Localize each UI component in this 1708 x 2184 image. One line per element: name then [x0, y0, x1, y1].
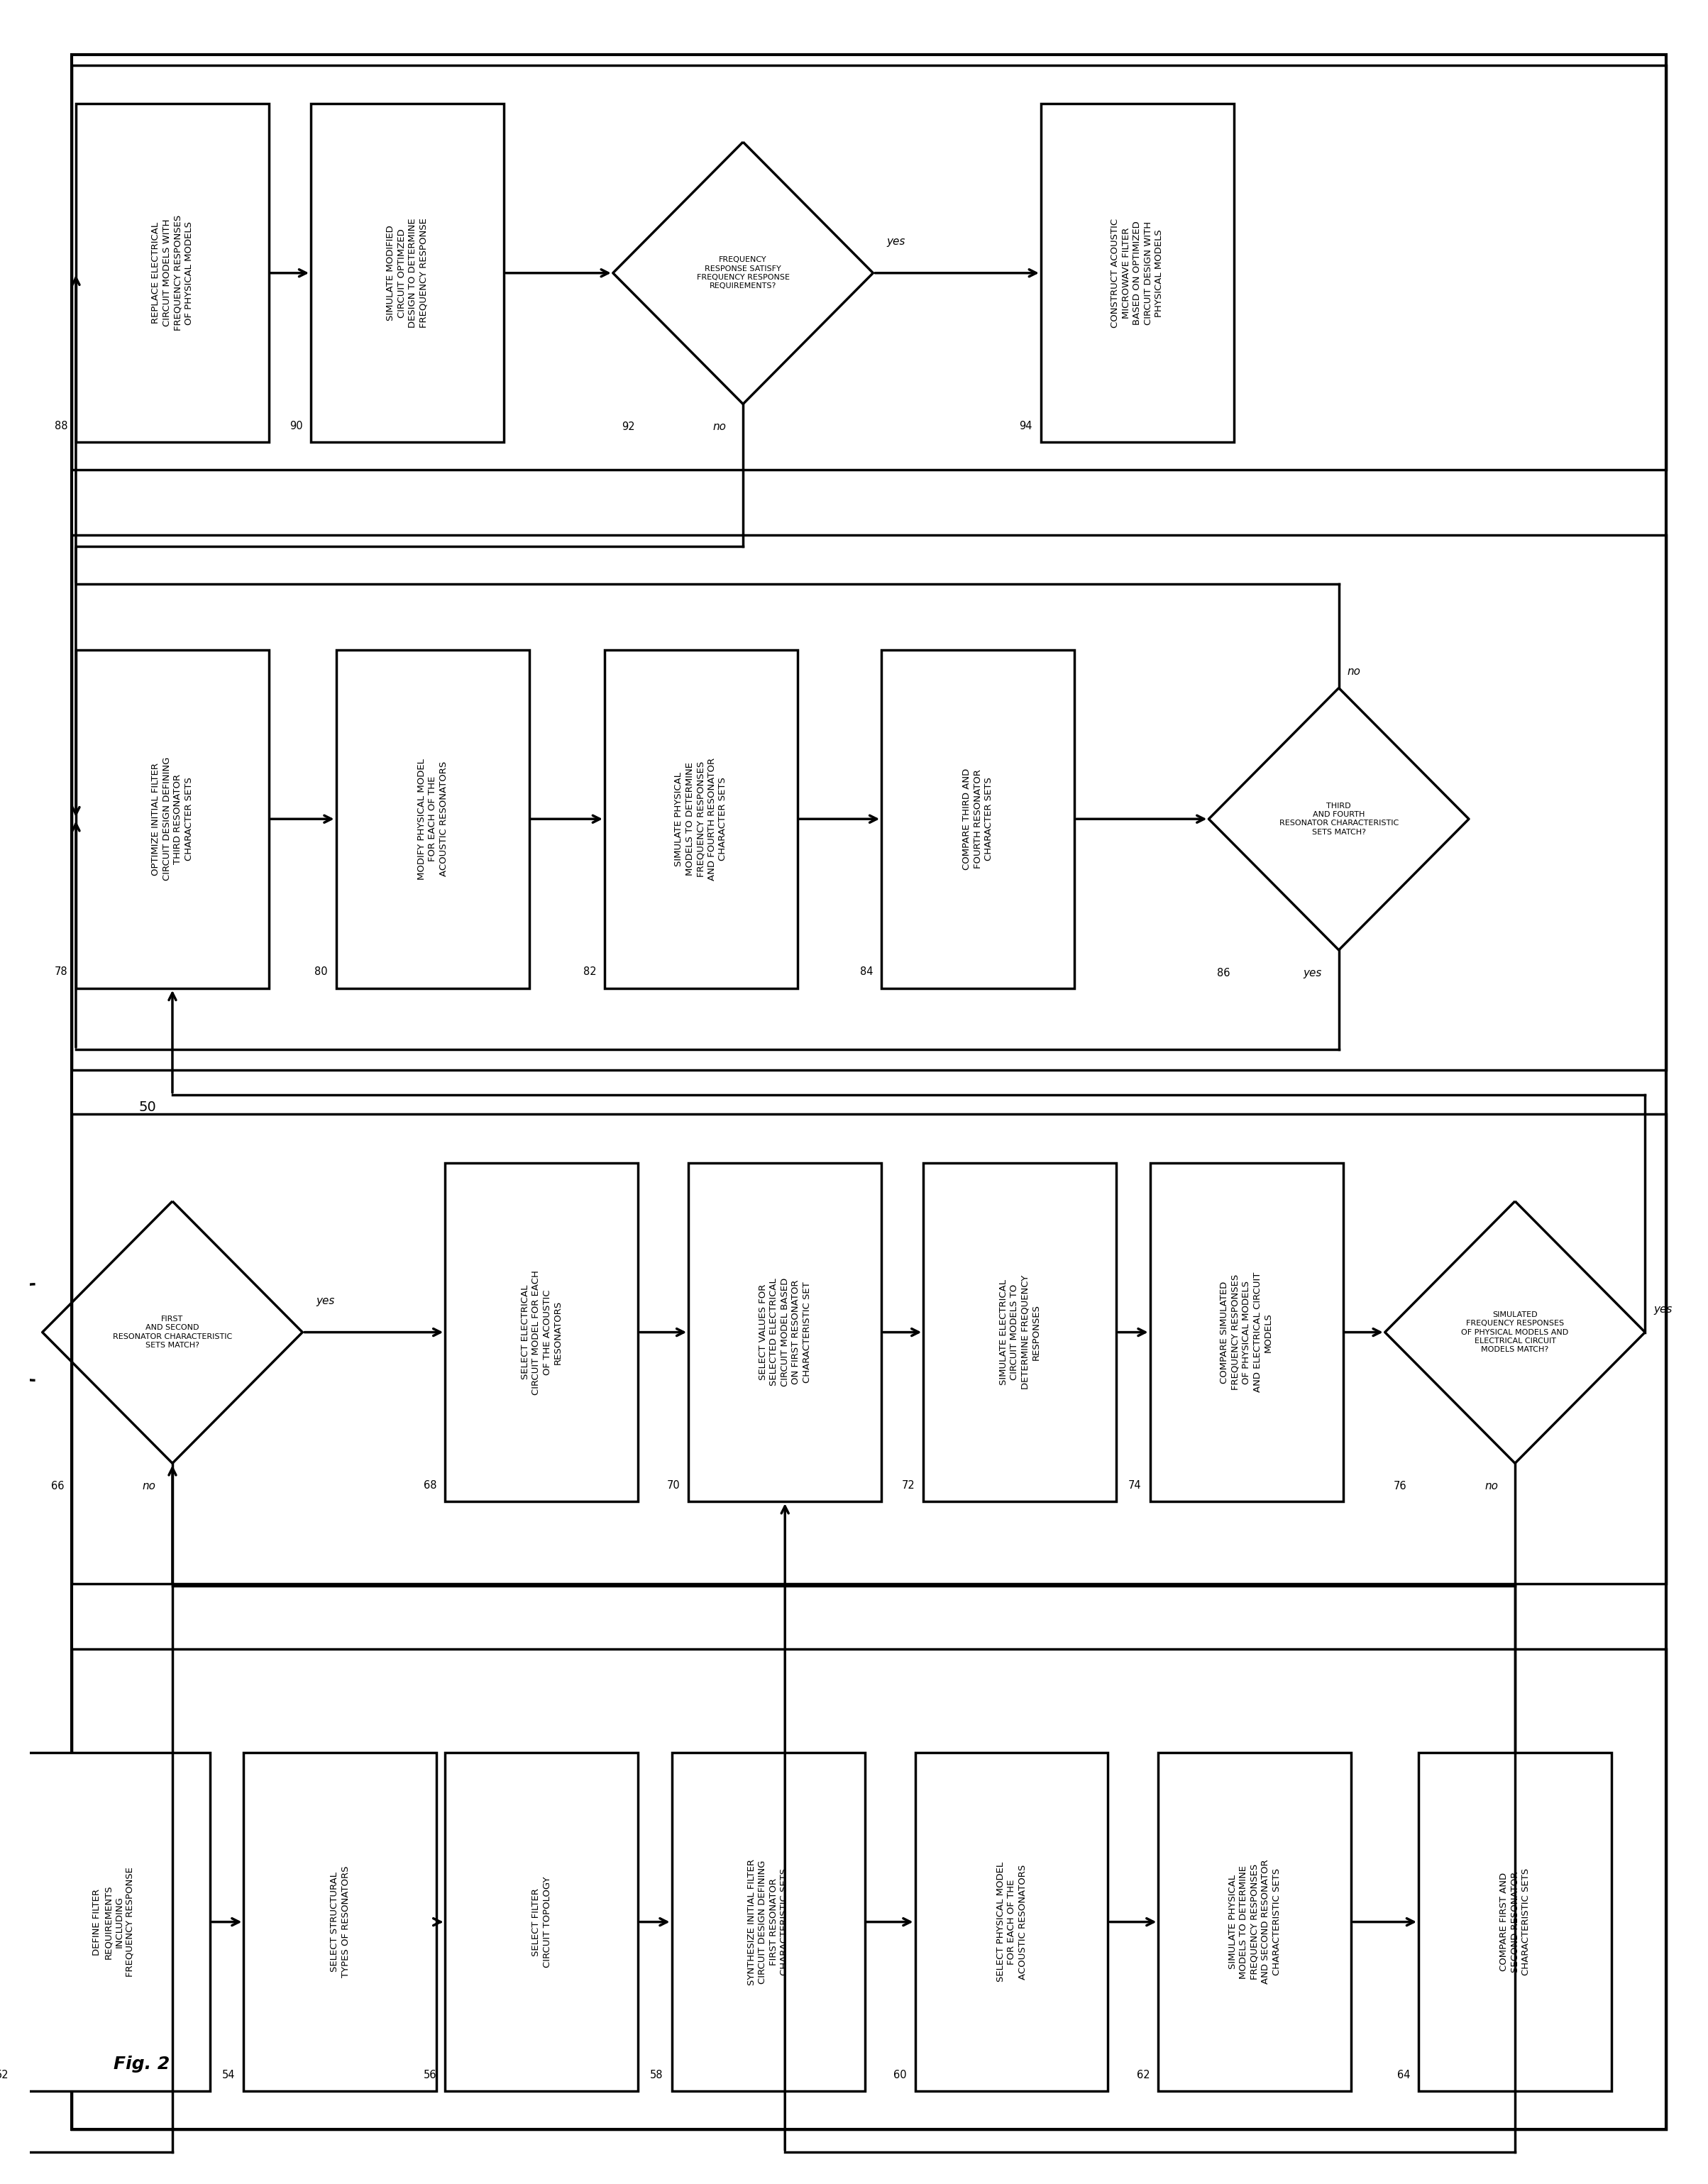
Text: SELECT VALUES FOR
SELECTED ELECTRICAL
CIRCUIT MODEL BASED
ON FIRST RESONATOR
CHA: SELECT VALUES FOR SELECTED ELECTRICAL CI…: [758, 1278, 811, 1387]
Bar: [311, 103, 504, 441]
Bar: [72, 1649, 1665, 2129]
Text: 64: 64: [1397, 2070, 1411, 2079]
Text: no: no: [1484, 1481, 1498, 1492]
Bar: [605, 651, 798, 987]
Text: yes: yes: [1653, 1304, 1672, 1315]
Text: 86: 86: [1218, 968, 1230, 978]
Text: MODIFY PHYSICAL MODEL
FOR EACH OF THE
ACOUSTIC RESONATORS: MODIFY PHYSICAL MODEL FOR EACH OF THE AC…: [417, 758, 447, 880]
Bar: [17, 1752, 210, 2092]
Text: yes: yes: [886, 236, 905, 247]
Text: FREQUENCY
RESPONSE SATISFY
FREQUENCY RESPONSE
REQUIREMENTS?: FREQUENCY RESPONSE SATISFY FREQUENCY RES…: [697, 256, 789, 290]
Text: 66: 66: [51, 1481, 63, 1492]
Text: 82: 82: [582, 968, 596, 978]
Text: FIRST
AND SECOND
RESONATOR CHARACTERISTIC
SETS MATCH?: FIRST AND SECOND RESONATOR CHARACTERISTI…: [113, 1315, 232, 1350]
Text: 84: 84: [859, 968, 873, 978]
Text: SIMULATE ELECTRICAL
CIRCUIT MODELS TO
DETERMINE FREQUENCY
RESPONSES: SIMULATE ELECTRICAL CIRCUIT MODELS TO DE…: [999, 1275, 1042, 1389]
Text: 78: 78: [55, 968, 68, 978]
Text: SIMULATE PHYSICAL
MODELS TO DETERMINE
FREQUENCY RESPONSES
AND SECOND RESONATOR
C: SIMULATE PHYSICAL MODELS TO DETERMINE FR…: [1228, 1859, 1281, 1985]
Text: yes: yes: [1303, 968, 1322, 978]
Bar: [72, 535, 1665, 1070]
Text: SELECT PHYSICAL MODEL
FOR EACH OF THE
ACOUSTIC RESONATORS: SELECT PHYSICAL MODEL FOR EACH OF THE AC…: [996, 1863, 1027, 1981]
Bar: [881, 651, 1074, 987]
Text: THIRD
AND FOURTH
RESONATOR CHARACTERISTIC
SETS MATCH?: THIRD AND FOURTH RESONATOR CHARACTERISTI…: [1279, 802, 1399, 836]
Bar: [1149, 1162, 1342, 1503]
Text: SIMULATE PHYSICAL
MODELS TO DETERMINE
FREQUENCY RESPONSES
AND FOURTH RESONATOR
C: SIMULATE PHYSICAL MODELS TO DETERMINE FR…: [675, 758, 728, 880]
Text: DEFINE FILTER
REQUIREMENTS
INCLUDING
FREQUENCY RESPONSE: DEFINE FILTER REQUIREMENTS INCLUDING FRE…: [92, 1867, 135, 1977]
Bar: [671, 1752, 864, 2092]
Bar: [446, 1752, 639, 2092]
Text: 80: 80: [314, 968, 328, 978]
Text: SELECT FILTER
CIRCUIT TOPOLOGY: SELECT FILTER CIRCUIT TOPOLOGY: [531, 1876, 552, 1968]
Bar: [1419, 1752, 1612, 2092]
Text: 76: 76: [1394, 1481, 1407, 1492]
Bar: [915, 1752, 1108, 2092]
Text: no: no: [1348, 666, 1361, 677]
Text: no: no: [142, 1481, 155, 1492]
Text: 54: 54: [222, 2070, 236, 2079]
Text: REPLACE ELECTRICAL
CIRCUIT MODELS WITH
FREQUENCY RESPONSES
OF PHYSICAL MODELS: REPLACE ELECTRICAL CIRCUIT MODELS WITH F…: [152, 214, 193, 332]
Text: COMPARE THIRD AND
FOURTH RESONATOR
CHARACTER SETS: COMPARE THIRD AND FOURTH RESONATOR CHARA…: [962, 769, 994, 869]
Text: 52: 52: [0, 2070, 9, 2079]
Bar: [446, 1162, 639, 1503]
Text: 58: 58: [651, 2070, 663, 2079]
Text: 90: 90: [289, 422, 302, 432]
Text: COMPARE FIRST AND
SECOND RESONATOR
CHARACTERISTIC SETS: COMPARE FIRST AND SECOND RESONATOR CHARA…: [1500, 1867, 1530, 1977]
Text: 70: 70: [666, 1481, 680, 1489]
Text: 72: 72: [902, 1481, 915, 1489]
Text: 56: 56: [424, 2070, 437, 2079]
Bar: [924, 1162, 1117, 1503]
Bar: [72, 66, 1665, 470]
Text: SELECT STRUCTURAL
TYPES OF RESONATORS: SELECT STRUCTURAL TYPES OF RESONATORS: [330, 1865, 350, 1979]
Text: 92: 92: [622, 422, 635, 432]
Text: SELECT ELECTRICAL
CIRCUIT MODEL FOR EACH
OF THE ACOUSTIC
RESONATORS: SELECT ELECTRICAL CIRCUIT MODEL FOR EACH…: [521, 1269, 562, 1396]
Bar: [75, 651, 268, 987]
Text: OPTIMIZE INITIAL FILTER
CIRCUIT DESIGN DEFINING
THIRD RESONATOR
CHARACTER SETS: OPTIMIZE INITIAL FILTER CIRCUIT DESIGN D…: [152, 758, 193, 880]
Text: yes: yes: [316, 1295, 335, 1306]
Text: CONSTRUCT ACOUSTIC
MICROWAVE FILTER
BASED ON OPTIMIZED
CIRCUIT DESIGN WITH
PHYSI: CONSTRUCT ACOUSTIC MICROWAVE FILTER BASE…: [1110, 218, 1165, 328]
Bar: [1158, 1752, 1351, 2092]
Text: SIMULATE MODIFIED
CIRCUIT OPTIMZED
DESIGN TO DETERMINE
FREQUENCY RESPONSE: SIMULATE MODIFIED CIRCUIT OPTIMZED DESIG…: [386, 218, 429, 328]
Bar: [336, 651, 529, 987]
Text: COMPARE SIMULATED
FREQUENCY RESPONSES
OF PHYSICAL MODELS
AND ELECTRICAL CIRCUIT
: COMPARE SIMULATED FREQUENCY RESPONSES OF…: [1220, 1271, 1272, 1393]
Text: 50: 50: [138, 1101, 157, 1114]
Text: 62: 62: [1138, 2070, 1149, 2079]
Text: 94: 94: [1020, 422, 1033, 432]
Bar: [244, 1752, 437, 2092]
Text: SYNTHESIZE INITIAL FILTER
CIRCUIT DESIGN DEFINING
FIRST RESONATOR
CHARACTERISTIC: SYNTHESIZE INITIAL FILTER CIRCUIT DESIGN…: [746, 1859, 789, 1985]
Bar: [72, 1114, 1665, 1583]
Text: 88: 88: [55, 422, 68, 432]
Text: 60: 60: [893, 2070, 907, 2079]
Text: no: no: [712, 422, 726, 432]
Bar: [688, 1162, 881, 1503]
Text: 68: 68: [424, 1481, 437, 1489]
Bar: [75, 103, 268, 441]
Text: 74: 74: [1129, 1481, 1141, 1489]
Text: Fig. 2: Fig. 2: [114, 2055, 169, 2073]
Bar: [1040, 103, 1233, 441]
Text: SIMULATED
FREQUENCY RESPONSES
OF PHYSICAL MODELS AND
ELECTRICAL CIRCUIT
MODELS M: SIMULATED FREQUENCY RESPONSES OF PHYSICA…: [1462, 1310, 1568, 1354]
